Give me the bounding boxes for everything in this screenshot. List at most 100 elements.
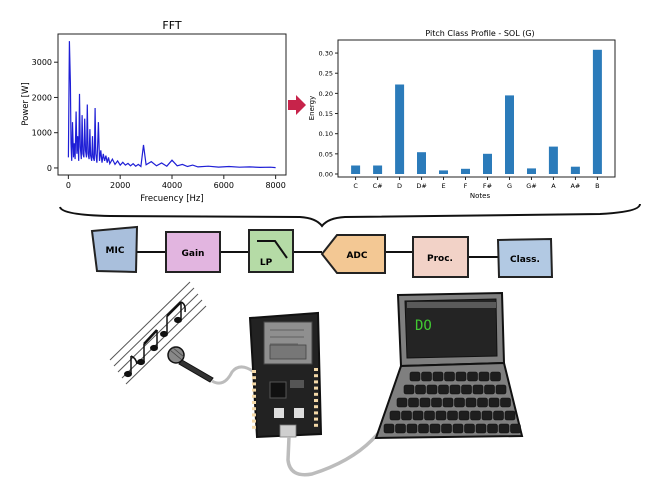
adc-block-label: ADC [346,251,367,261]
keyboard-key [412,410,424,421]
pcp-ytick-label: 0.10 [319,130,333,138]
keyboard-key [383,423,395,434]
keyboard-key [431,397,442,408]
keyboard-key [426,384,438,395]
keyboard-key [465,397,477,408]
board-pin [314,411,318,415]
fft-xtick-label: 8000 [265,181,285,190]
pcp-bar-asharp [570,166,580,174]
pcp-ytick-label: 0.05 [319,150,333,158]
music-staff-icon [109,281,207,385]
board-pin [252,370,256,373]
board-pin [314,405,318,409]
fft-ytick-label: 0 [47,164,52,173]
pcp-bar-c [351,165,361,174]
gain-block-label: Gain [182,249,205,259]
pcp-ylabel: Energy [308,96,316,121]
pcp-xtick-label: F [464,182,468,190]
fft-ytick-label: 1000 [32,129,52,138]
microcontroller-board-icon [248,311,323,439]
keyboard-key [478,371,490,382]
fft-ytick-label: 2000 [32,93,52,102]
keyboard-key [493,410,504,421]
pcp-xtick-label: E [441,182,445,190]
pcp-xtick-label: D [397,182,402,190]
pcp-xlabel: Notes [470,192,491,200]
keyboard-key [477,397,488,408]
fft-xtick-label: 4000 [162,181,182,190]
classifier-block [496,237,554,278]
mic-block [90,225,139,274]
keyboard-key [403,384,415,395]
classifier-block-label: Class. [510,255,540,265]
pcp-xtick-label: B [595,182,599,190]
processing-block [412,236,469,278]
board-pin [252,401,256,404]
pcp-bar-f [461,168,470,174]
keyboard-key [510,423,521,434]
keyboard-key [470,410,481,421]
board-pin [314,399,318,402]
board-pin [252,394,256,398]
keyboard-key [452,423,464,434]
keyboard-key [447,410,458,421]
keyboard-key [432,371,444,382]
fft-xtick-label: 2000 [110,181,130,190]
keyboard-key [408,397,419,408]
fft-xtick-label: 0 [66,181,71,190]
keyboard-key [395,423,406,434]
keyboard-key [424,410,435,421]
board-pin [252,388,256,392]
keyboard-key [438,384,449,395]
pcp-bar-g [505,95,514,174]
keyboard-key [444,371,455,382]
board-pin [252,413,256,417]
laptop-icon: DO [374,291,524,440]
keyboard-key [467,371,478,382]
pcp-xtick-label: A# [570,182,580,190]
pcp-xtick-label: A [551,182,556,190]
fft-xlabel: Frecuency [Hz] [140,194,203,204]
pcp-bar-d [395,84,405,174]
keyboard-key [389,410,401,421]
pcp-bar-fsharp [483,153,492,174]
keyboard-key [500,397,511,408]
pcp-bar-e [439,170,448,174]
keyboard-key [487,423,498,434]
keyboard-key [488,397,500,408]
fft-chart: FFT 0 2000 4000 6000 8000 0 1000 2000 3000 Frecu… [21,19,287,204]
keyboard-key [454,397,465,408]
pcp-xtick-label: G [507,182,512,190]
fft-title: FFT [162,19,181,32]
pcp-plot-frame [337,39,616,178]
pcp-bar-csharp [373,165,383,174]
board-pin [252,376,256,380]
board-pin [252,407,256,411]
keyboard-key [406,423,418,434]
board-pin [314,423,318,427]
pcp-ytick-label: 0.00 [319,171,333,179]
pcp-xtick-label: G# [526,182,536,190]
pcp-bar-b [592,49,602,174]
keyboard-key [419,397,431,408]
gain-block [165,231,221,273]
pcp-xtick-label: D# [416,182,426,190]
processing-block-label: Proc. [427,254,453,264]
board-pin [252,419,256,423]
mic-cable [211,365,255,385]
pcp-ytick-label: 0.25 [319,70,333,78]
lowpass-block-label: LP [260,258,273,268]
pcp-xtick-label: C# [373,182,383,190]
pcp-bar-a [548,146,558,174]
lowpass-curve-icon [257,240,288,259]
music-notes-icon [124,301,186,378]
lowpass-block [248,229,294,273]
keyboard-key [429,423,441,434]
arrow-right-icon [288,95,306,115]
pcp-ytick-label: 0.20 [319,90,333,98]
board-pin [314,380,318,384]
board-pin [314,368,318,371]
pcp-bar-gsharp [527,168,536,174]
keyboard-key [481,410,493,421]
